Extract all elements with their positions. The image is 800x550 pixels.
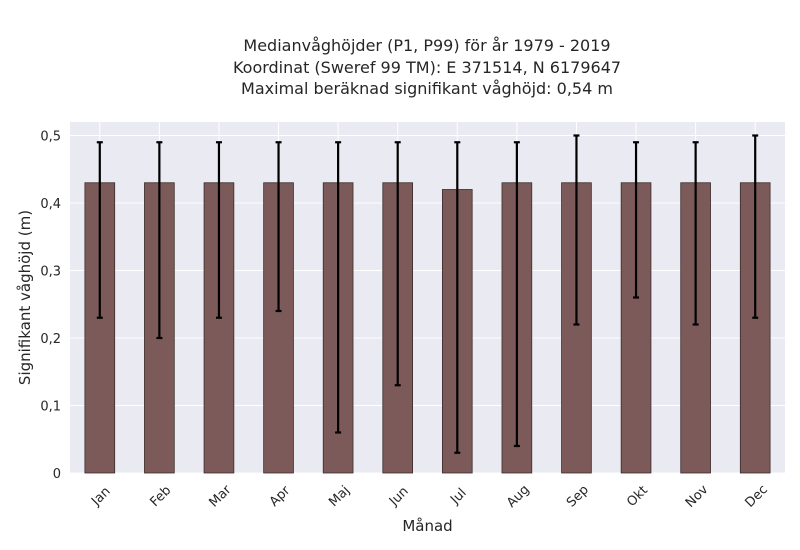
- chart-title: Medianvåghöjder (P1, P99) för år 1979 - …: [233, 36, 621, 98]
- error-bar-dec: [752, 134, 759, 319]
- error-bar-okt: [633, 141, 640, 299]
- x-tick-label-jul: Jul: [447, 486, 469, 508]
- error-bars: [96, 134, 759, 454]
- y-tick-label: 0: [53, 467, 61, 482]
- error-bar-jan: [96, 141, 103, 319]
- plot-area: [70, 122, 785, 473]
- x-tick-label-okt: Okt: [624, 483, 651, 510]
- x-tick-label-jan: Jan: [88, 484, 113, 509]
- x-axis-label: Månad: [402, 517, 452, 535]
- error-bar-nov: [692, 141, 699, 326]
- y-tick-label: 0,4: [40, 197, 61, 212]
- x-tick-label-feb: Feb: [147, 483, 174, 510]
- error-bar-maj: [335, 141, 342, 434]
- x-tick-label-aug: Aug: [504, 482, 533, 511]
- x-tick-label-sep: Sep: [564, 483, 592, 511]
- chart-title-line-1: Medianvåghöjder (P1, P99) för år 1979 - …: [243, 36, 610, 55]
- y-tick-label: 0,1: [40, 400, 61, 415]
- y-tick-label: 0,5: [40, 130, 61, 145]
- y-tick-labels: 0 0,1 0,2 0,3 0,4 0,5: [40, 130, 61, 483]
- y-tick-label: 0,2: [40, 332, 61, 347]
- error-bar-jun: [394, 141, 401, 387]
- error-bar-aug: [513, 141, 520, 448]
- x-tick-labels: Jan Feb Mar Apr Maj Jun Jul Aug Sep Okt Nov Dec: [88, 482, 771, 511]
- x-tick-label-apr: Apr: [267, 483, 294, 510]
- x-tick-label-dec: Dec: [743, 482, 771, 510]
- error-bar-apr: [275, 141, 282, 313]
- y-tick-label: 0,3: [40, 265, 61, 280]
- chart-title-line-3: Maximal beräknad signifikant våghöjd: 0,…: [241, 79, 613, 98]
- chart-title-line-2: Koordinat (Sweref 99 TM): E 371514, N 61…: [233, 58, 621, 77]
- error-bar-sep: [573, 134, 580, 326]
- x-tick-label-nov: Nov: [683, 482, 712, 511]
- error-bar-jul: [454, 141, 461, 454]
- x-tick-label-maj: Maj: [326, 483, 353, 510]
- x-tick-label-mar: Mar: [207, 482, 235, 510]
- x-tick-label-jun: Jun: [386, 484, 412, 510]
- error-bar-mar: [215, 141, 222, 319]
- error-bar-feb: [156, 141, 163, 340]
- y-axis-label: Signifikant våghöjd (m): [16, 210, 34, 385]
